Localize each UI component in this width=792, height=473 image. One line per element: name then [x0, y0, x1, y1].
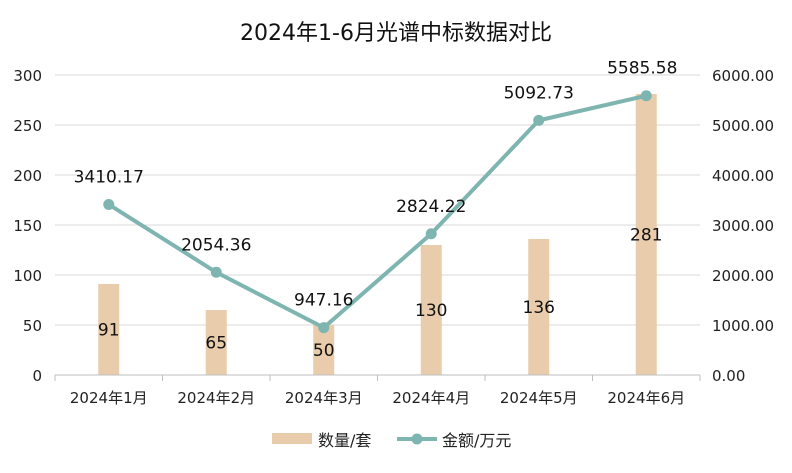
bar — [635, 94, 657, 375]
x-axis-tick-label: 2024年4月 — [392, 389, 470, 407]
bar-data-label: 136 — [523, 298, 555, 318]
line-data-label: 3410.17 — [74, 167, 144, 187]
axes-layer: 0501001502002503000.001000.002000.003000… — [13, 67, 774, 407]
bar — [205, 310, 227, 375]
x-axis-tick-label: 2024年5月 — [500, 389, 578, 407]
legend-bar-swatch — [272, 433, 312, 444]
labels-layer: 91 65 50 130 136 281 3410.17 2054.36 947.16 2824.… — [74, 59, 678, 361]
bar — [313, 325, 335, 375]
right-axis-tick-label: 6000.00 — [712, 67, 774, 85]
line-data-label: 2824.22 — [396, 197, 466, 217]
bar — [528, 239, 550, 375]
bar-data-label: 65 — [205, 334, 227, 354]
right-axis-tick-label: 1000.00 — [712, 317, 774, 335]
line-point — [210, 266, 222, 278]
legend-bar-label: 数量/套 — [318, 431, 371, 450]
chart-title: 2024年1-6月光谱中标数据对比 — [240, 21, 552, 46]
left-axis-tick-label: 200 — [13, 167, 42, 185]
line-layer — [103, 90, 652, 334]
line-data-label: 2054.36 — [181, 235, 251, 255]
line-point — [318, 322, 330, 334]
right-axis-tick-label: 2000.00 — [712, 267, 774, 285]
x-axis-tick-label: 2024年1月 — [70, 389, 148, 407]
line-data-label: 947.16 — [294, 291, 353, 311]
x-axis-tick-label: 2024年6月 — [607, 389, 685, 407]
bar-data-label: 50 — [313, 341, 335, 361]
x-axis-tick-label: 2024年3月 — [285, 389, 363, 407]
right-axis-tick-label: 5000.00 — [712, 117, 774, 135]
right-axis-tick-label: 0.00 — [712, 367, 745, 385]
bars-layer — [98, 94, 657, 375]
bar-data-label: 91 — [98, 321, 120, 341]
line-point — [425, 228, 437, 240]
bar — [420, 245, 442, 375]
grid-layer — [55, 74, 700, 326]
legend-line-marker — [411, 433, 423, 445]
left-axis-tick-label: 150 — [13, 217, 42, 235]
left-axis-tick-label: 100 — [13, 267, 42, 285]
x-axis-tick-label: 2024年2月 — [177, 389, 255, 407]
line-point — [640, 90, 652, 102]
right-axis-tick-label: 4000.00 — [712, 167, 774, 185]
left-axis-tick-label: 300 — [13, 67, 42, 85]
bar — [98, 284, 120, 375]
line-data-label: 5092.73 — [504, 83, 574, 103]
legend-line-label: 金额/万元 — [442, 431, 511, 450]
right-axis-tick-label: 3000.00 — [712, 217, 774, 235]
bar-data-label: 281 — [630, 226, 662, 246]
line-point — [103, 198, 115, 210]
line-data-label: 5585.58 — [607, 59, 677, 79]
left-axis-tick-label: 250 — [13, 117, 42, 135]
left-axis-tick-label: 0 — [32, 367, 42, 385]
line-point — [533, 114, 545, 126]
bar-data-label: 130 — [415, 301, 447, 321]
legend-layer: 数量/套 金额/万元 — [272, 431, 511, 450]
line-series-path — [106, 93, 649, 330]
left-axis-tick-label: 50 — [23, 317, 42, 335]
